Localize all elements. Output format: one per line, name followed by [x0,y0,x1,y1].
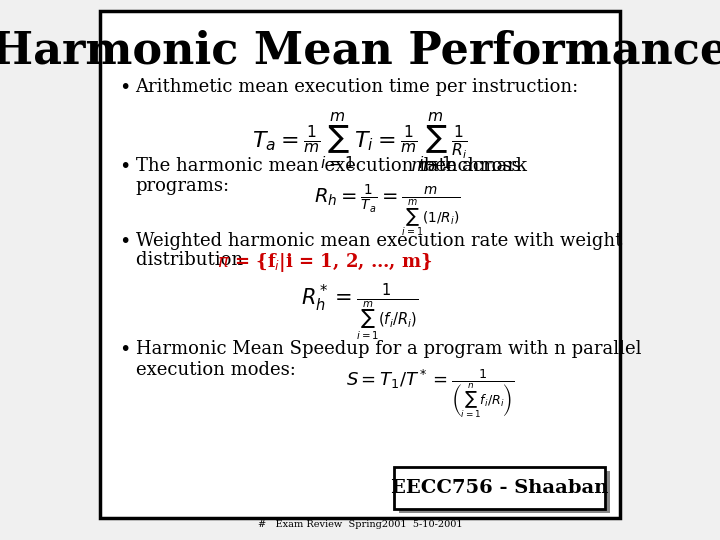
Text: Harmonic Mean Performance: Harmonic Mean Performance [0,30,720,73]
Text: execution modes:: execution modes: [135,361,295,379]
Text: •: • [120,157,131,176]
Text: $R_h^* = \frac{1}{\sum_{i=1}^{m}\left(f_i/R_i\right)}$: $R_h^* = \frac{1}{\sum_{i=1}^{m}\left(f_… [302,282,418,343]
Text: •: • [120,232,131,251]
Text: $\pi$ = {f$_i$|i = 1, 2, ..., m}: $\pi$ = {f$_i$|i = 1, 2, ..., m} [217,251,432,274]
Text: m: m [410,157,428,174]
Text: programs:: programs: [135,177,230,195]
Text: EECC756 - Shaaban: EECC756 - Shaaban [391,479,608,497]
Text: •: • [120,78,131,97]
Text: benchmark: benchmark [418,157,527,174]
Text: $S = T_1/T^* = \frac{1}{\left(\sum_{i=1}^{n} f_i/R_i\right)}$: $S = T_1/T^* = \frac{1}{\left(\sum_{i=1}… [346,367,515,420]
FancyBboxPatch shape [394,467,605,509]
Text: Weighted harmonic mean execution rate with weight: Weighted harmonic mean execution rate wi… [135,232,622,250]
Text: •: • [120,340,131,359]
Text: Harmonic Mean Speedup for a program with n parallel: Harmonic Mean Speedup for a program with… [135,340,641,358]
FancyBboxPatch shape [399,471,610,513]
Text: #   Exam Review  Spring2001  5-10-2001: # Exam Review Spring2001 5-10-2001 [258,521,462,529]
Text: The harmonic mean execution rate across: The harmonic mean execution rate across [135,157,526,174]
Text: $R_h = \frac{1}{T_a} = \frac{m}{\sum_{i=1}^{m}\left(1/R_i\right)}$: $R_h = \frac{1}{T_a} = \frac{m}{\sum_{i=… [314,182,460,238]
Text: $T_a = \frac{1}{m}\sum_{i=1}^{m}T_i = \frac{1}{m}\sum_{i=1}^{m}\frac{1}{R_i}$: $T_a = \frac{1}{m}\sum_{i=1}^{m}T_i = \f… [252,111,468,172]
Text: distribution: distribution [135,251,254,269]
Text: Arithmetic mean execution time per instruction:: Arithmetic mean execution time per instr… [135,78,579,96]
FancyBboxPatch shape [101,11,620,518]
